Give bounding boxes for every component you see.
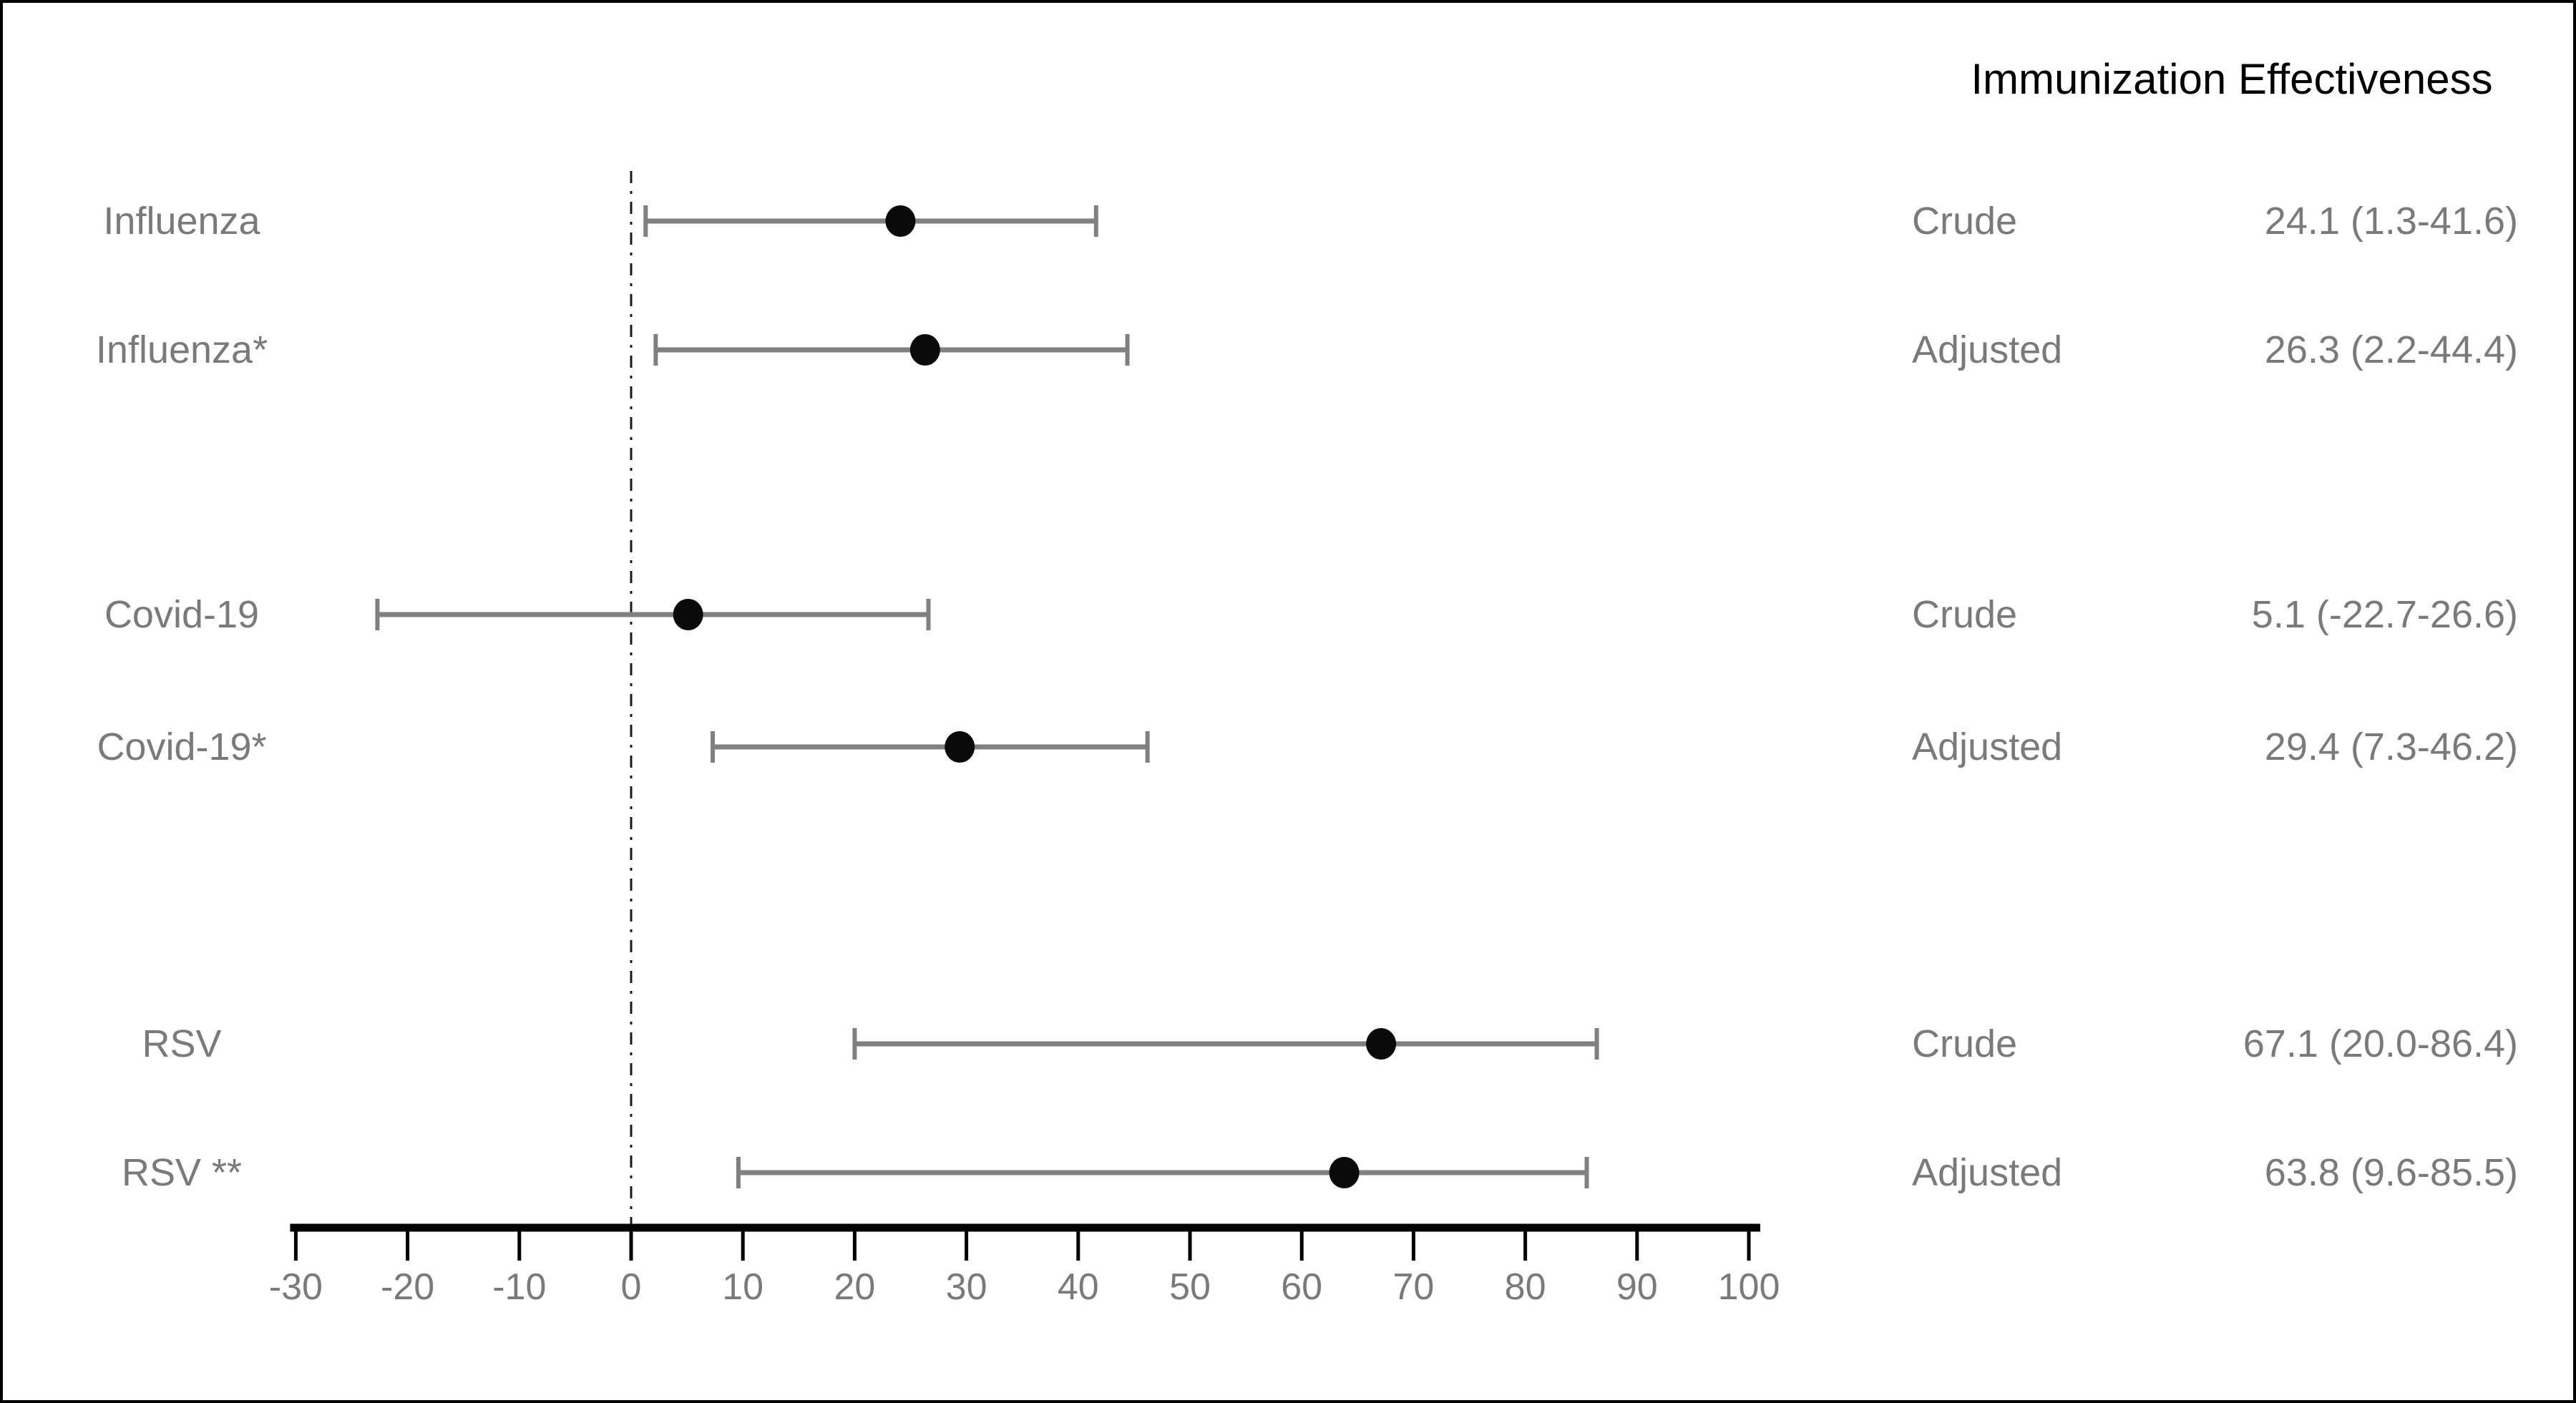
- estimate-type-label: Adjusted: [1912, 328, 2063, 371]
- x-tick-label: 70: [1392, 1266, 1434, 1308]
- x-tick-label: 40: [1058, 1266, 1099, 1308]
- point-marker: [1329, 1157, 1360, 1188]
- estimate-type-label: Crude: [1912, 593, 2018, 636]
- point-marker: [945, 731, 975, 763]
- estimate-value: 26.3 (2.2-44.4): [2264, 328, 2518, 371]
- estimate-type-label: Adjusted: [1912, 725, 2063, 768]
- x-tick-label: 20: [834, 1266, 875, 1308]
- x-tick-label: 30: [946, 1266, 987, 1308]
- x-tick-label: 0: [621, 1266, 642, 1308]
- row-label: Covid-19*: [97, 725, 267, 768]
- plot-canvas: -30 -20 -10 0 10 20 30 40 50 60 70 80 90 100: [269, 171, 1780, 1308]
- row-label: Influenza: [103, 200, 260, 243]
- x-tick-label: -10: [492, 1266, 546, 1308]
- estimate-type-label: Crude: [1912, 1022, 2018, 1065]
- x-tick-label: 60: [1281, 1266, 1322, 1308]
- estimate-value: 29.4 (7.3-46.2): [2264, 725, 2518, 768]
- x-tick-label: -30: [269, 1266, 323, 1308]
- x-tick-label: 50: [1169, 1266, 1211, 1308]
- row-label: Covid-19: [104, 593, 260, 636]
- estimate-type-label: Crude: [1912, 200, 2018, 243]
- x-tick-label: 90: [1616, 1266, 1658, 1308]
- x-tick-label: 100: [1718, 1266, 1780, 1308]
- x-tick-label: -20: [381, 1266, 434, 1308]
- estimate-value: 63.8 (9.6-85.5): [2264, 1151, 2518, 1194]
- x-tick-label: 10: [722, 1266, 763, 1308]
- estimate-value: 5.1 (-22.7-26.6): [2251, 593, 2518, 636]
- row-label: RSV: [142, 1022, 222, 1065]
- estimate-value: 67.1 (20.0-86.4): [2243, 1022, 2518, 1065]
- row-label: Influenza*: [95, 328, 268, 371]
- point-marker: [909, 334, 940, 366]
- estimate-type-label: Adjusted: [1912, 1151, 2063, 1194]
- point-marker: [885, 205, 916, 237]
- x-tick-label: 80: [1505, 1266, 1546, 1308]
- point-marker: [673, 599, 703, 630]
- row-label: RSV **: [121, 1151, 243, 1194]
- estimate-value: 24.1 (1.3-41.6): [2264, 200, 2518, 243]
- point-marker: [1366, 1028, 1397, 1060]
- chart-title: Immunization Effectiveness: [1971, 55, 2493, 103]
